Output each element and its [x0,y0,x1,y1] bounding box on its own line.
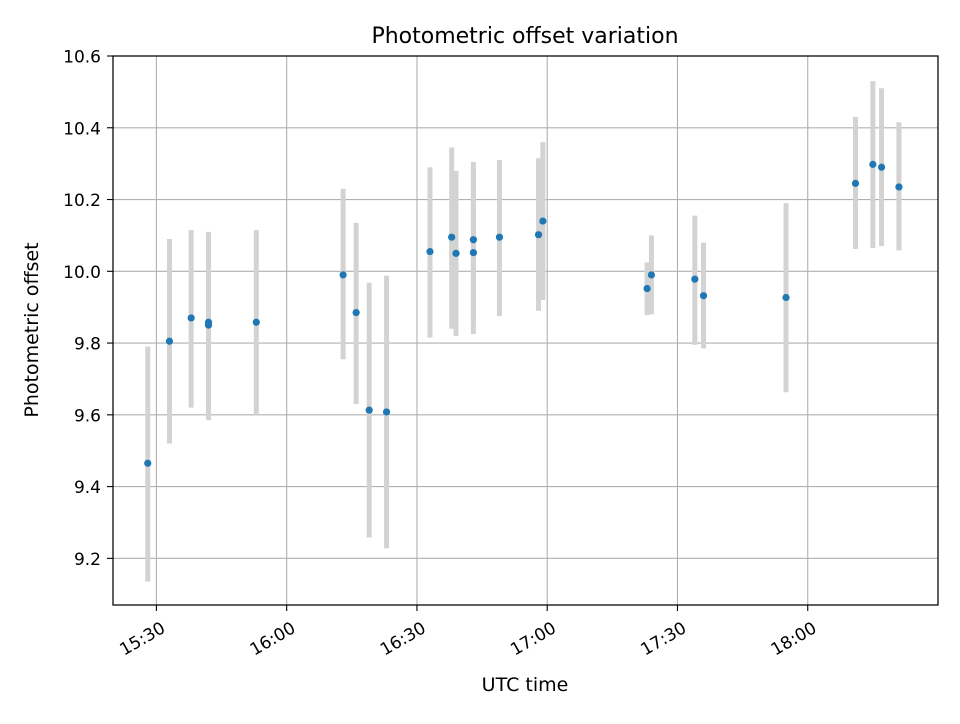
data-point [699,292,708,300]
data-point [469,236,477,244]
data-point [339,271,347,279]
data-point [877,163,886,171]
data-point [187,314,195,322]
data-point [448,233,456,241]
data-point [495,233,504,241]
data-point [365,406,373,414]
data-point [252,318,260,326]
y-tick-label: 9.8 [74,335,101,355]
y-tick-label: 10.4 [63,119,101,139]
data-point [144,459,152,467]
data-point [426,247,434,256]
data-point [165,337,174,345]
data-point [647,271,656,279]
data-point [869,160,877,168]
grid-lines [113,55,938,605]
y-axis-ticks: 9.2 9.4 9.6 9.8 10.0 10.2 10.4 10.6 [63,48,113,570]
y-tick-label: 9.2 [74,550,101,570]
data-point [851,179,860,187]
data-point [691,275,699,283]
data-point [352,308,360,317]
data-point [534,231,543,239]
y-tick-label: 10.6 [63,48,101,68]
y-tick-label: 10.0 [63,263,101,283]
data-point [469,249,477,257]
plot-area-frame [112,55,939,606]
data-point [452,249,460,257]
y-tick-label: 10.2 [63,191,101,211]
data-points [144,160,903,467]
data-point [204,318,213,326]
data-point [539,217,547,225]
data-point [782,293,790,302]
x-axis-label: UTC time [482,674,569,696]
y-axis-label: Photometric offset [21,242,43,417]
y-tick-label: 9.4 [74,478,101,498]
data-point [643,284,651,293]
y-tick-label: 9.6 [74,406,101,426]
chart-title: Photometric offset variation [371,24,678,49]
data-point [895,183,903,191]
data-point [382,408,391,416]
